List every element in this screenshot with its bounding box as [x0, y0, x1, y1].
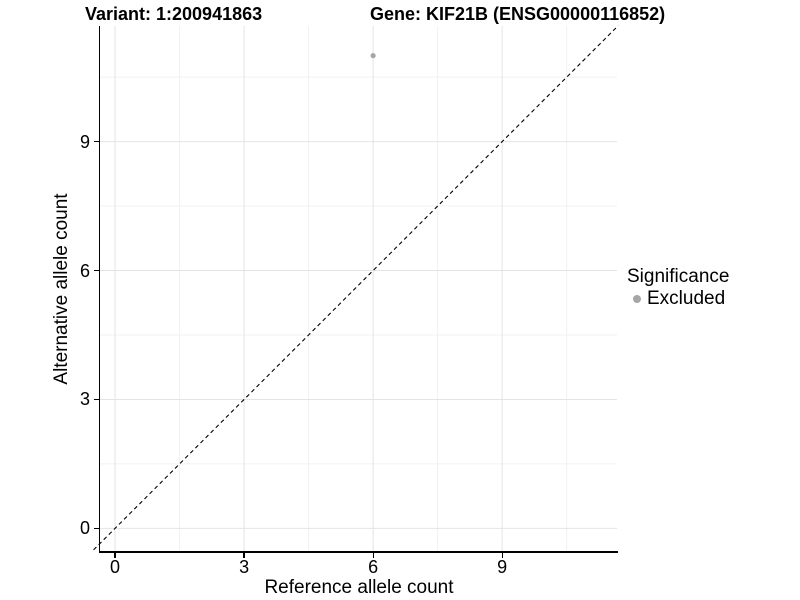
identity-dashed-line — [93, 25, 619, 551]
x-axis-line — [98, 551, 618, 553]
legend-point-icon — [633, 294, 641, 303]
y-tick-label: 3 — [79, 389, 90, 410]
plot-panel — [93, 25, 619, 552]
y-axis-line — [98, 26, 101, 553]
x-tick-mark — [372, 553, 374, 558]
x-tick-label: 3 — [239, 557, 250, 577]
y-tick-mark — [94, 269, 99, 272]
x-tick-mark — [501, 553, 503, 558]
y-tick-label: 9 — [79, 131, 90, 152]
x-tick-label: 0 — [110, 557, 121, 577]
x-axis-title: Reference allele count — [264, 577, 454, 598]
y-tick-mark — [94, 398, 99, 401]
variant-title: Variant: 1:200941863 — [85, 4, 263, 24]
scatter-plot-svg — [93, 25, 619, 552]
y-tick-mark — [94, 140, 99, 143]
legend: Significance Excluded — [627, 265, 729, 309]
legend-title: Significance — [627, 266, 730, 287]
y-tick-mark — [94, 527, 99, 529]
y-tick-label: 6 — [79, 260, 90, 281]
x-tick-label: 9 — [497, 557, 508, 577]
legend-item: Excluded — [633, 288, 729, 309]
legend-item-label: Excluded — [647, 288, 726, 309]
y-axis-title: Alternative allele count — [51, 193, 72, 385]
x-tick-mark — [114, 553, 116, 558]
y-tick-label: 0 — [79, 518, 90, 539]
x-tick-label: 6 — [368, 557, 379, 577]
gene-title: Gene: KIF21B (ENSG00000116852) — [370, 4, 666, 24]
data-point — [370, 53, 376, 59]
legend-items: Excluded — [627, 288, 729, 309]
x-tick-mark — [243, 553, 245, 558]
